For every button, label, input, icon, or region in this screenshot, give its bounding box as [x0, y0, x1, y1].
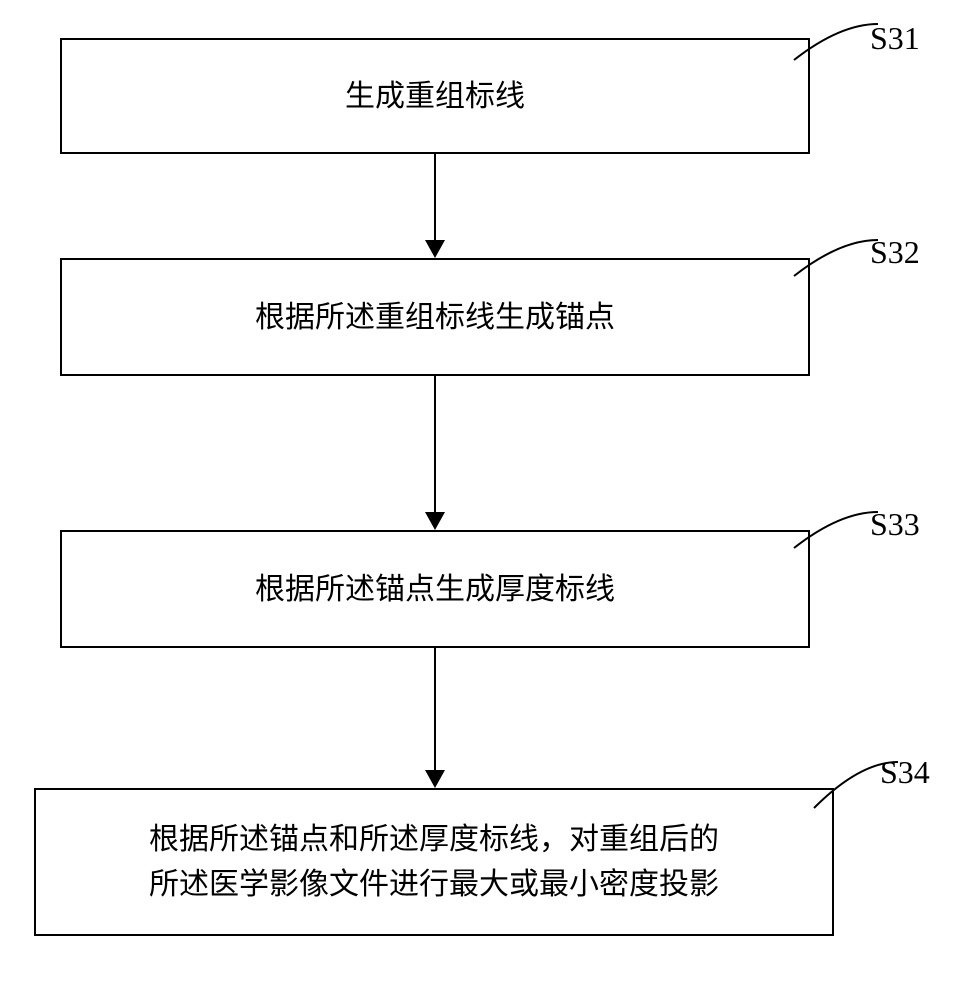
arrow-3-line	[434, 648, 436, 770]
flowchart-container: 生成重组标线 S31 根据所述重组标线生成锚点 S32 根据所述锚点生成厚度标线…	[0, 0, 966, 1000]
flow-node-s31-text: 生成重组标线	[345, 74, 525, 119]
step-label-s32: S32	[870, 234, 920, 271]
step-label-s34: S34	[880, 754, 930, 791]
flow-node-s34: 根据所述锚点和所述厚度标线，对重组后的 所述医学影像文件进行最大或最小密度投影	[34, 788, 834, 936]
arrow-2-head	[425, 512, 445, 530]
flow-node-s34-text: 根据所述锚点和所述厚度标线，对重组后的 所述医学影像文件进行最大或最小密度投影	[149, 817, 719, 907]
callout-s32	[790, 238, 880, 298]
callout-s33	[790, 510, 880, 570]
flow-node-s32-text: 根据所述重组标线生成锚点	[255, 295, 615, 340]
arrow-1-line	[434, 154, 436, 240]
flow-node-s31: 生成重组标线	[60, 38, 810, 154]
arrow-3-head	[425, 770, 445, 788]
arrow-1-head	[425, 240, 445, 258]
arrow-2-line	[434, 376, 436, 512]
step-label-s33: S33	[870, 506, 920, 543]
callout-s31	[790, 22, 880, 82]
step-label-s31: S31	[870, 20, 920, 57]
flow-node-s33-text: 根据所述锚点生成厚度标线	[255, 567, 615, 612]
flow-node-s33: 根据所述锚点生成厚度标线	[60, 530, 810, 648]
flow-node-s32: 根据所述重组标线生成锚点	[60, 258, 810, 376]
